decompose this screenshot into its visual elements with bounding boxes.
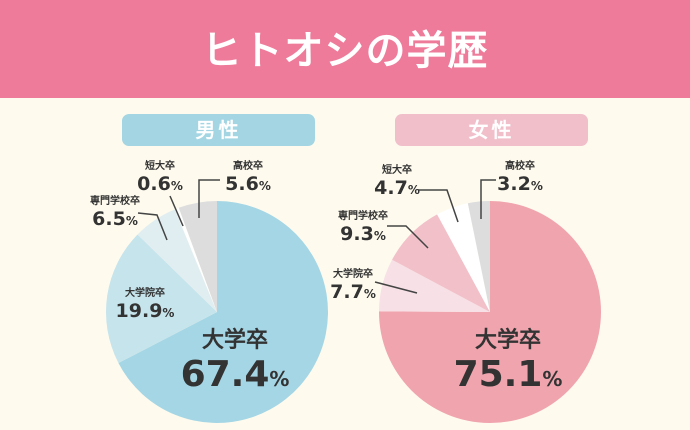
- leader-line: [169, 195, 184, 227]
- header-banner: [0, 0, 690, 98]
- leader-line: [418, 189, 459, 223]
- pie-slice-大学院卒: [379, 259, 490, 312]
- female-chart-title: 女性: [395, 114, 588, 146]
- male-label-大学院卒: 大学院卒 19.9%: [115, 288, 175, 322]
- page-title: ヒトオシの学歴: [201, 28, 489, 74]
- female-label-大学院卒: 大学院卒 7.7%: [330, 269, 376, 303]
- female-pie: [379, 201, 601, 423]
- pie-slice-大学卒: [118, 201, 328, 423]
- pie-slice-短大卒: [174, 207, 217, 312]
- pie-slice-高校卒: [178, 201, 217, 312]
- leader-line: [198, 179, 220, 218]
- male-pie: [105, 201, 328, 423]
- female-label-高校卒: 高校卒 3.2%: [497, 161, 543, 195]
- leader-line: [137, 212, 168, 241]
- male-label-高校卒: 高校卒 5.6%: [225, 161, 271, 195]
- female-label-大学卒: 大学卒 75.1%: [453, 328, 563, 395]
- pie-slice-大学院卒: [105, 234, 217, 364]
- male-label-短大卒: 短大卒 0.6%: [137, 161, 183, 195]
- female-label-短大卒: 短大卒 4.7%: [374, 165, 420, 199]
- leader-line: [374, 281, 418, 294]
- female-label-専門学校卒: 専門学校卒 9.3%: [338, 211, 388, 245]
- male-label-大学卒: 大学卒 67.4%: [180, 328, 290, 395]
- leader-line: [387, 225, 429, 249]
- pie-slice-専門学校卒: [392, 214, 490, 312]
- male-label-専門学校卒: 専門学校卒 6.5%: [90, 196, 140, 230]
- pie-slice-専門学校卒: [137, 209, 217, 312]
- pie-slice-短大卒: [437, 203, 490, 312]
- leader-line: [480, 179, 496, 219]
- male-chart-title: 男性: [122, 114, 315, 146]
- pie-slice-高校卒: [467, 201, 490, 312]
